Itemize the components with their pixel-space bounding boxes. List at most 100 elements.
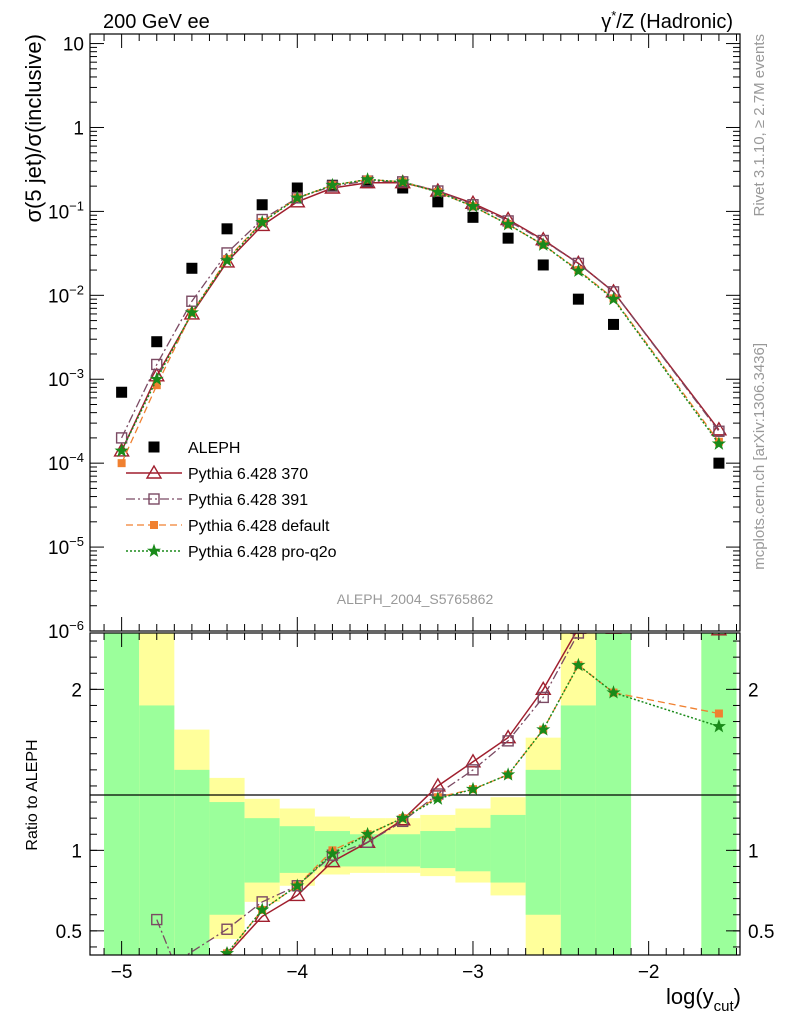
ratio-point-1-10 [502,735,514,747]
main-point-4-2 [184,305,199,319]
ratio-point-3-7 [465,781,481,796]
main-point-4-14 [606,291,621,306]
main-point-4-1 [149,371,164,386]
main-ytick-label-4: 10−3 [48,366,84,391]
main-ytick-label-1: 1 [73,118,84,139]
ratio-point-3-10 [571,657,586,672]
ratio-series-group [151,633,728,968]
band-inner-3 [209,802,245,915]
legend-item-2: Pythia 6.428 391 [126,492,308,509]
main-y-axis-label: σ(5 jet)/σ(inclusive) [21,34,46,223]
mcplots-label: mcplots.cern.ch [arXiv:1306.3436] [751,343,768,570]
ratio-point-0-7 [464,753,482,768]
main-point-0-1 [151,336,163,348]
x-tick-label-0: −5 [111,962,133,983]
band-inner-9 [420,831,456,869]
main-point-4-13 [571,263,586,277]
ratio-point-3-1 [255,902,270,916]
main-point-4-5 [290,190,305,204]
x-tick-label-1: −4 [286,962,308,983]
main-series-2 [115,175,725,444]
ratio-point-3-2 [290,878,305,892]
main-series-1 [113,174,728,457]
ratio-point-3-8 [501,767,516,781]
main-series-line-4 [120,178,720,452]
band-inner-13 [560,705,596,955]
ratio-point-1-9 [467,764,479,776]
band-inner-0 [104,633,140,955]
main-point-3-0 [117,459,126,468]
band-inner-8 [385,834,421,867]
main-point-0-9 [432,196,444,208]
legend-marker-0 [148,441,160,453]
legend: ALEPH Pythia 6.428 370 Pythia 6.428 391 Pyt… [126,440,337,561]
ratio-ytick-label-0: 0.5 [56,922,82,943]
legend-label-3: Pythia 6.428 default [188,518,330,535]
ratio-y-axis-label: Ratio to ALEPH [24,739,41,850]
main-point-4-8 [395,174,410,188]
main-series-line-3 [121,178,720,464]
band-inner-12 [525,769,561,915]
main-point-0-4 [256,199,268,211]
main-point-4-12 [536,237,551,251]
main-panel-frame [89,33,741,632]
main-point-0-12 [537,259,549,271]
main-point-4-4 [255,214,270,229]
band-inner-14 [595,633,632,955]
main-point-0-13 [572,293,584,305]
band-inner-1 [139,705,175,955]
legend-label-0: ALEPH [188,440,240,457]
ratio-point-3-6 [430,791,445,805]
band-inner-4 [244,818,280,883]
ratio-point-1-2 [221,923,233,935]
main-point-4-9 [430,184,445,199]
ratio-panel-frame [89,632,741,956]
main-point-0-15 [713,457,725,469]
main-point-2-1 [151,358,163,371]
main-point-0-2 [186,262,198,274]
legend-marker-1 [145,464,163,479]
main-point-0-11 [502,232,514,244]
main-point-4-6 [325,177,340,192]
main-series-line-1 [120,181,720,452]
main-point-4-7 [360,172,375,186]
main-point-4-11 [501,216,516,231]
ratio-point-2-12 [714,709,723,718]
ratio-point-1-1 [169,958,179,968]
ratio-panel-axes: 0.5 0.5 1 1 2 2 −5 −4 −3 −2 [56,633,774,983]
main-ytick-label-6: 10−5 [48,534,84,559]
main-series-3 [117,175,723,468]
ratio-series-line-0 [226,633,577,955]
ratio-point-3-4 [360,826,375,841]
ratio-point-1-12 [572,633,585,639]
legend-item-1: Pythia 6.428 370 [126,464,308,483]
main-point-4-3 [219,253,235,267]
ratio-point-3-0 [219,945,235,955]
main-point-3-1 [152,381,161,390]
ratio-point-3-5 [395,810,410,825]
legend-marker-4 [146,543,162,558]
main-point-1-15 [710,421,728,436]
ratio-ytick-label-right-0: 0.5 [748,922,774,943]
band-inner-5 [279,826,315,873]
x-axis-label: log(ycut) [666,984,741,1015]
ratio-point-3-12 [711,718,726,733]
ratio-series-3 [219,657,726,955]
ratio-point-3-9 [536,722,551,736]
main-ytick-label-5: 10−4 [48,450,84,475]
main-point-4-10 [465,198,481,213]
main-point-0-5 [291,182,303,194]
main-series-line-2 [121,180,720,439]
band-inner-15 [701,633,737,955]
ratio-point-0-9 [535,680,552,696]
energy-label: 200 GeV ee [103,11,210,33]
analysis-label: ALEPH_2004_S5765862 [337,591,494,607]
main-ytick-label-2: 10−1 [48,198,84,223]
legend-marker-2 [148,493,160,505]
ratio-ytick-label-right-2: 2 [748,680,759,701]
ratio-uncertainty-bands [104,633,737,955]
main-series-0 [116,177,725,469]
legend-label-2: Pythia 6.428 391 [188,492,308,509]
x-tick-label-3: −2 [638,962,660,983]
